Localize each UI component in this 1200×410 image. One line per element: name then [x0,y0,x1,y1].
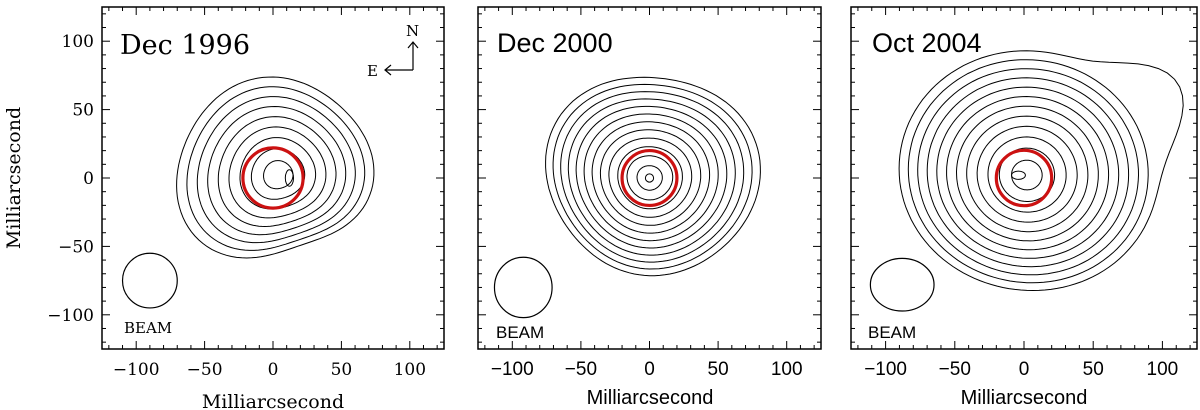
compass-east-label: E [367,62,378,80]
contour-line [575,105,728,249]
y-tick-label: 50 [72,101,94,121]
contour-line [998,147,1056,202]
x-axis-label: Milliarcsecond [961,387,1088,409]
axis-ticks [851,7,1197,349]
x-tick-label: 0 [644,359,655,380]
compass-east-arrowhead [384,64,392,76]
contour-peak [644,173,655,183]
contour-line [936,86,1120,259]
compass-north-label: N [406,22,419,40]
contour-line [186,86,366,251]
x-tick-label: 50 [331,360,353,380]
panel-title: Dec 2000 [497,28,613,58]
contour-line [917,68,1140,276]
beam-ellipse [493,256,553,319]
contour-line [196,96,356,244]
red-ring [994,148,1054,208]
x-tick-label: −50 [939,359,971,380]
x-tick-label: 50 [708,359,729,380]
axis-ticks [478,7,821,349]
contour-line [228,126,327,219]
contour-line [626,155,674,201]
y-tick-label: 0 [83,169,94,189]
x-axis-label: Milliarcsecond [587,387,714,409]
x-tick-label: 0 [1019,359,1030,380]
x-tick-label: 100 [1147,359,1179,380]
y-axis-label: Milliarcsecond [3,107,25,249]
contour-line [636,165,663,191]
panel-title: Dec 1996 [120,30,250,61]
tick-labels: −100 −50 0 50 100 [864,359,1178,380]
contour-peak [284,169,295,187]
x-tick-label: −100 [864,359,907,380]
contour-line [262,160,294,190]
beam-ellipse [121,252,178,309]
tick-labels: −100 −50 0 50 100 [491,359,803,380]
beam-ellipse [869,257,935,312]
compass-north-arrowhead [407,41,419,49]
x-tick-label: −100 [113,360,160,380]
beam-label: BEAM [124,319,172,337]
contour-line [617,146,683,210]
x-tick-label: 100 [771,359,803,380]
contour-set [121,76,375,309]
contour-peak [1011,170,1026,180]
x-tick-label: −50 [187,360,223,380]
y-tick-label: −100 [47,306,94,326]
contour-line [239,137,317,210]
contour-line [966,115,1089,233]
panel-dec-2000: −100 −50 0 50 100 Dec 2000 Milliarcsecond BE… [477,6,822,409]
contour-set [869,50,1184,312]
contour-line [176,76,375,259]
x-tick-label: −50 [565,359,597,380]
contour-line [987,136,1067,213]
contour-line [560,91,745,263]
contour-line [591,121,711,234]
contour-line [907,59,1149,284]
contour-line [599,129,702,226]
axis-ticks [102,7,444,349]
contour-line [946,95,1110,251]
panel-title: Oct 2004 [872,28,982,58]
beam-label: BEAM [496,323,544,342]
contour-line [567,98,736,256]
contour-line [207,105,347,236]
contour-line [608,137,693,218]
beam-label: BEAM [868,323,916,342]
contour-line [545,76,761,277]
x-tick-label: −100 [491,359,534,380]
x-axis-label: Milliarcsecond [202,391,344,410]
y-tick-label: 100 [62,32,94,52]
contour-line [955,105,1099,242]
contour-line [583,113,719,242]
x-tick-label: 100 [394,360,426,380]
y-tick-label: −50 [58,237,94,257]
contour-line [898,50,1184,292]
compass: N E [367,22,419,80]
panel-dec-1996: −100 −50 0 50 100 100 50 0 −50 −100 Dec 1996 Mill… [3,6,445,410]
red-ring [620,148,679,208]
red-ring [241,146,305,210]
x-tick-label: 50 [1083,359,1104,380]
contour-line [926,77,1130,268]
contour-line [217,116,337,228]
x-tick-label: 0 [268,360,279,380]
contour-set [493,76,761,319]
tick-labels: −100 −50 0 50 100 100 50 0 −50 −100 [47,32,426,380]
contour-line [976,125,1078,223]
panel-oct-2004: −100 −50 0 50 100 Oct 2004 Milliarcsecond BE… [850,6,1198,409]
contour-line [552,83,753,270]
